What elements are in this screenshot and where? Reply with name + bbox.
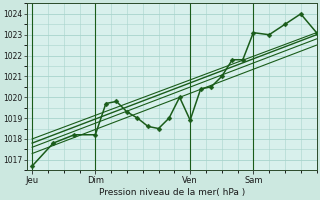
X-axis label: Pression niveau de la mer( hPa ): Pression niveau de la mer( hPa ) (99, 188, 245, 197)
